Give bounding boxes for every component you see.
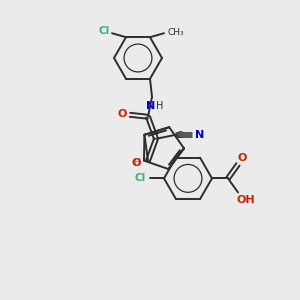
Text: CH₃: CH₃ (168, 28, 184, 37)
Text: O: O (131, 158, 141, 168)
Text: C: C (177, 131, 183, 140)
Text: OH: OH (237, 195, 255, 206)
Text: N: N (146, 101, 156, 111)
Text: O: O (237, 153, 247, 164)
Text: Cl: Cl (134, 173, 146, 183)
Text: H: H (134, 158, 142, 168)
Text: Cl: Cl (98, 26, 110, 36)
Text: O: O (117, 109, 127, 119)
Text: N: N (195, 130, 205, 140)
Text: H: H (156, 101, 164, 111)
